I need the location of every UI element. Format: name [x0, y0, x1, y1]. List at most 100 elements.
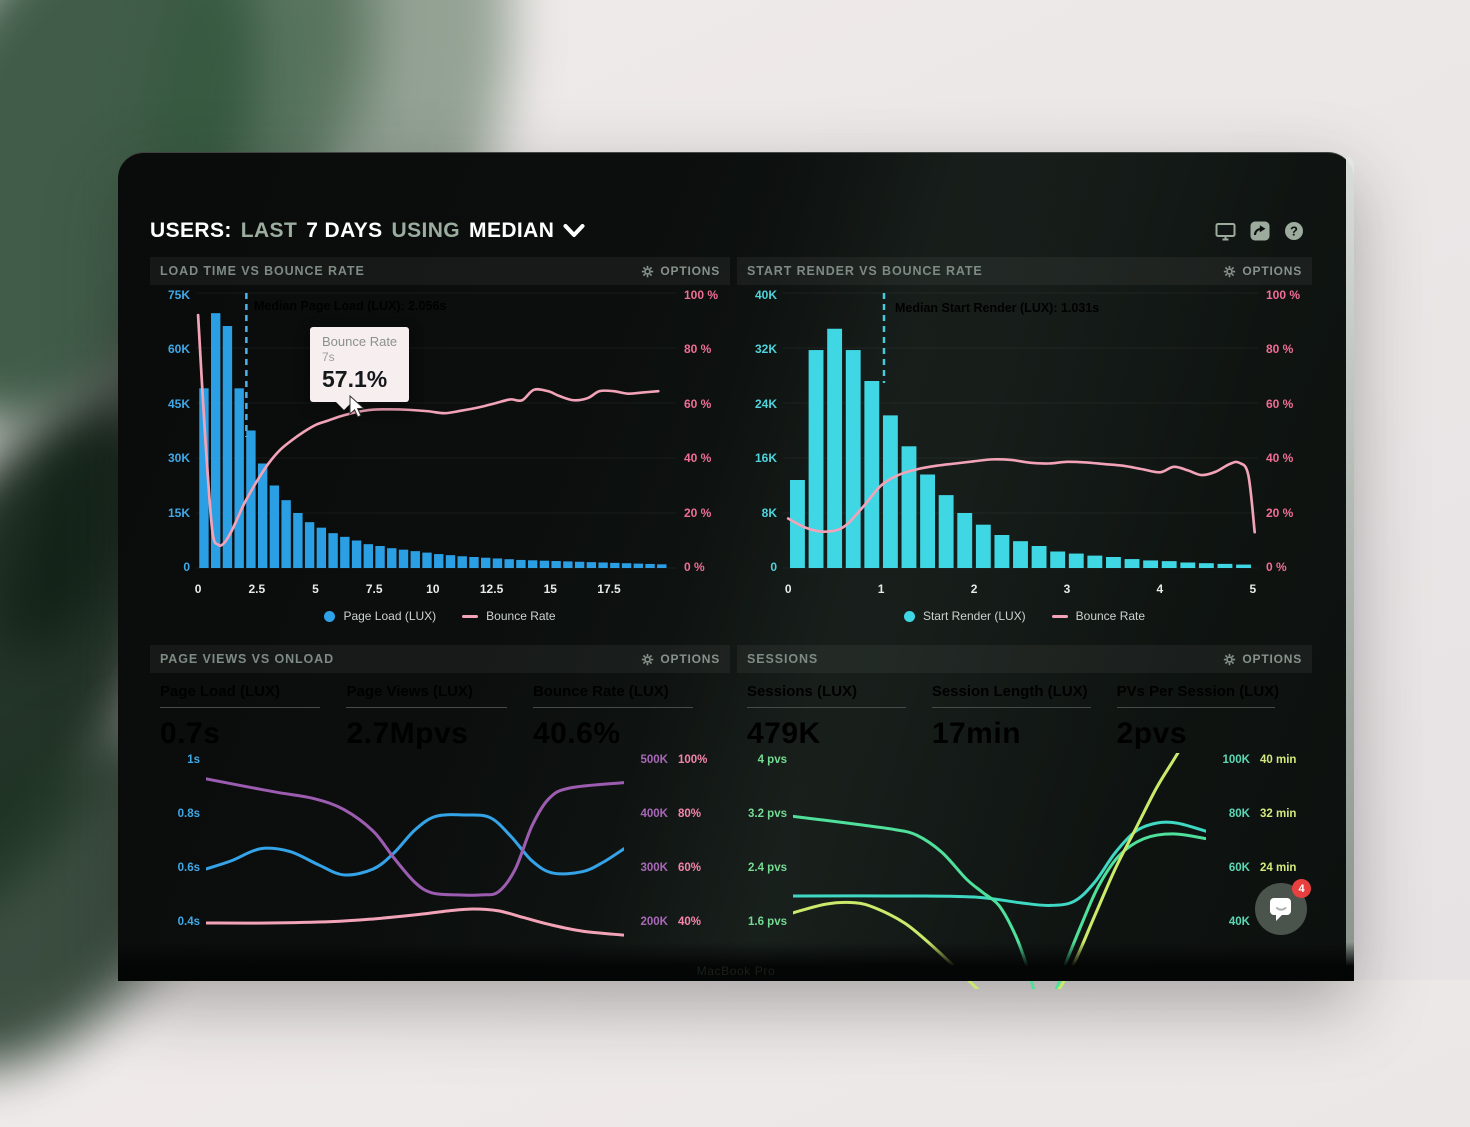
tooltip-pointer: [336, 402, 352, 410]
tooltip-subtitle: 7s: [322, 350, 335, 364]
x-axis: 0 1 2 3 4 5: [783, 582, 1258, 600]
metric-value: 2.7Mpvs: [346, 717, 469, 750]
histogram-chart: [783, 292, 1258, 569]
y-tick-right: 60%: [678, 862, 702, 874]
panel-title: LOAD TIME VS BOUNCE RATE: [160, 264, 365, 278]
y-tick-left: 3.2 pvs: [748, 808, 787, 820]
y-tick-right: 20 %: [1266, 505, 1294, 520]
bezel-brand-text: MacBook Pro: [696, 964, 776, 978]
metrics-row: Sessions (LUX) 479K Session Length (LUX)…: [737, 673, 1312, 751]
title-segment[interactable]: LAST: [240, 219, 298, 242]
y-tick-right: 40%: [678, 916, 702, 928]
divider: [1116, 707, 1276, 708]
series-bounce-pct: [206, 907, 624, 937]
title-segment[interactable]: USING: [391, 219, 461, 242]
metric-value: 2pvs: [1116, 717, 1188, 750]
y-tick-right: 0 %: [1266, 559, 1287, 574]
y-tick-right-row: 60K 24 min: [1208, 862, 1312, 874]
metric-label: Page Views (LUX): [346, 683, 473, 700]
x-tick: 12.5: [479, 582, 504, 596]
panel-start-render-vs-bounce-rate: START RENDER VS BOUNCE RATE OPTIONS 40K 3…: [737, 257, 1312, 631]
y-tick-left: 2.4 pvs: [748, 862, 787, 874]
help-icon[interactable]: ?: [1284, 221, 1304, 241]
y-tick-left: 0.4s: [177, 916, 200, 928]
laptop-edge-highlight: [1346, 157, 1354, 981]
y-tick-right-row: 40K: [1208, 916, 1312, 928]
y-axis-right: 100 % 80 % 60 % 40 % 20 % 0 %: [676, 287, 730, 579]
legend: Start Render (LUX) Bounce Rate: [737, 603, 1312, 629]
gear-icon: [1224, 265, 1236, 277]
tooltip: Bounce Rate 7s 57.1%: [310, 327, 410, 410]
chat-button[interactable]: 4: [1255, 879, 1311, 935]
laptop-screen: USERS: LAST 7 DAYS USING MEDIAN ?: [118, 152, 1354, 989]
x-tick: 5: [1249, 582, 1257, 596]
legend-item: Start Render (LUX): [903, 609, 1026, 623]
x-tick: 4: [1156, 582, 1164, 596]
y-tick-right: 200K: [640, 916, 669, 928]
y-axis-right: 100K 40 min 80K 32 min 60K 24 min 40K: [1208, 753, 1312, 989]
y-tick-right: 400K: [640, 808, 669, 820]
y-tick-left: 30K: [167, 451, 190, 466]
y-tick-right: 40 %: [684, 451, 712, 466]
divider: [346, 707, 507, 708]
share-icon[interactable]: [1250, 221, 1270, 241]
metric-pvs-per-session: PVs Per Session (LUX) 2pvs: [1116, 683, 1302, 751]
view-selector-dropdown[interactable]: USERS: LAST 7 DAYS USING MEDIAN: [150, 219, 585, 243]
y-tick-right: 80%: [678, 808, 702, 820]
y-tick-right: 40 %: [1266, 451, 1294, 466]
y-tick-right-row: 300K 60%: [626, 862, 730, 874]
multi-line-chart: [206, 777, 624, 937]
y-tick-left: 0: [770, 559, 777, 574]
options-button[interactable]: OPTIONS: [641, 652, 720, 666]
metric-label: Bounce Rate (LUX): [532, 683, 669, 700]
options-button[interactable]: OPTIONS: [641, 264, 720, 278]
y-tick-right: 80K: [1228, 808, 1250, 820]
mouse-cursor-icon: [349, 395, 365, 418]
metric-label: Session Length (LUX): [931, 683, 1088, 700]
chat-bubble-icon: [1270, 897, 1291, 921]
title-segment[interactable]: USERS:: [150, 219, 232, 242]
options-button[interactable]: OPTIONS: [1223, 264, 1302, 278]
options-button[interactable]: OPTIONS: [1223, 652, 1302, 666]
y-tick-left: 8K: [761, 505, 777, 520]
y-tick-left: 45K: [167, 396, 190, 411]
metric-label: Sessions (LUX): [747, 683, 858, 700]
legend: Page Load (LUX) Bounce Rate: [150, 603, 730, 629]
gear-icon: [642, 265, 654, 277]
y-axis-right: 500K 100% 400K 80% 300K 60% 200K 40%: [626, 753, 730, 989]
options-label: OPTIONS: [1242, 652, 1302, 666]
chevron-down-icon[interactable]: [563, 224, 585, 238]
x-tick: 3: [1063, 582, 1071, 596]
svg-text:?: ?: [1290, 224, 1298, 239]
panel-grid: LOAD TIME VS BOUNCE RATE OPTIONS 75K 60K 4…: [150, 257, 1312, 989]
title-segment[interactable]: 7 DAYS: [306, 219, 383, 242]
y-tick-right: 60 %: [684, 396, 712, 411]
histogram-chart: [196, 292, 676, 569]
panel-title: START RENDER VS BOUNCE RATE: [747, 264, 983, 278]
line-chart: 500K 100% 400K 80% 300K 60% 200K 40% 1s 0.8s 0.6s…: [150, 753, 730, 989]
options-label: OPTIONS: [660, 264, 720, 278]
legend-line-swatch: [1051, 614, 1068, 618]
dashboard: USERS: LAST 7 DAYS USING MEDIAN ?: [118, 153, 1344, 989]
y-tick-right: 500K: [640, 754, 669, 766]
metrics-row: Page Load (LUX) 0.7s Page Views (LUX) 2.…: [150, 673, 730, 751]
y-tick-right: 40 min: [1260, 754, 1297, 766]
series-page-views-k: [206, 777, 624, 897]
header-icons: ?: [1215, 221, 1304, 241]
panel-page-views-vs-onload: PAGE VIEWS VS ONLOAD OPTIONS Page Load (…: [150, 645, 730, 981]
y-tick-right: 60K: [1228, 862, 1250, 874]
y-tick-right: 0 %: [684, 559, 705, 574]
y-tick-right-row: 500K 100%: [626, 754, 730, 766]
metric-value: 40.6%: [532, 717, 621, 750]
laptop-bottom-bezel: MacBook Pro: [118, 942, 1354, 981]
display-icon[interactable]: [1215, 222, 1236, 241]
x-tick: 2: [970, 582, 978, 596]
divider: [931, 707, 1091, 708]
y-tick-right: 100%: [678, 754, 708, 766]
divider: [160, 707, 321, 708]
metric-page-load: Page Load (LUX) 0.7s: [160, 683, 346, 751]
panel-sessions: SESSIONS OPTIONS Sessions (LUX) 479K Ses…: [737, 645, 1312, 989]
title-segment[interactable]: MEDIAN: [469, 219, 555, 242]
median-annotation: Median Start Render (LUX): 1.031s: [895, 301, 1100, 315]
y-tick-right-row: 400K 80%: [626, 808, 730, 820]
